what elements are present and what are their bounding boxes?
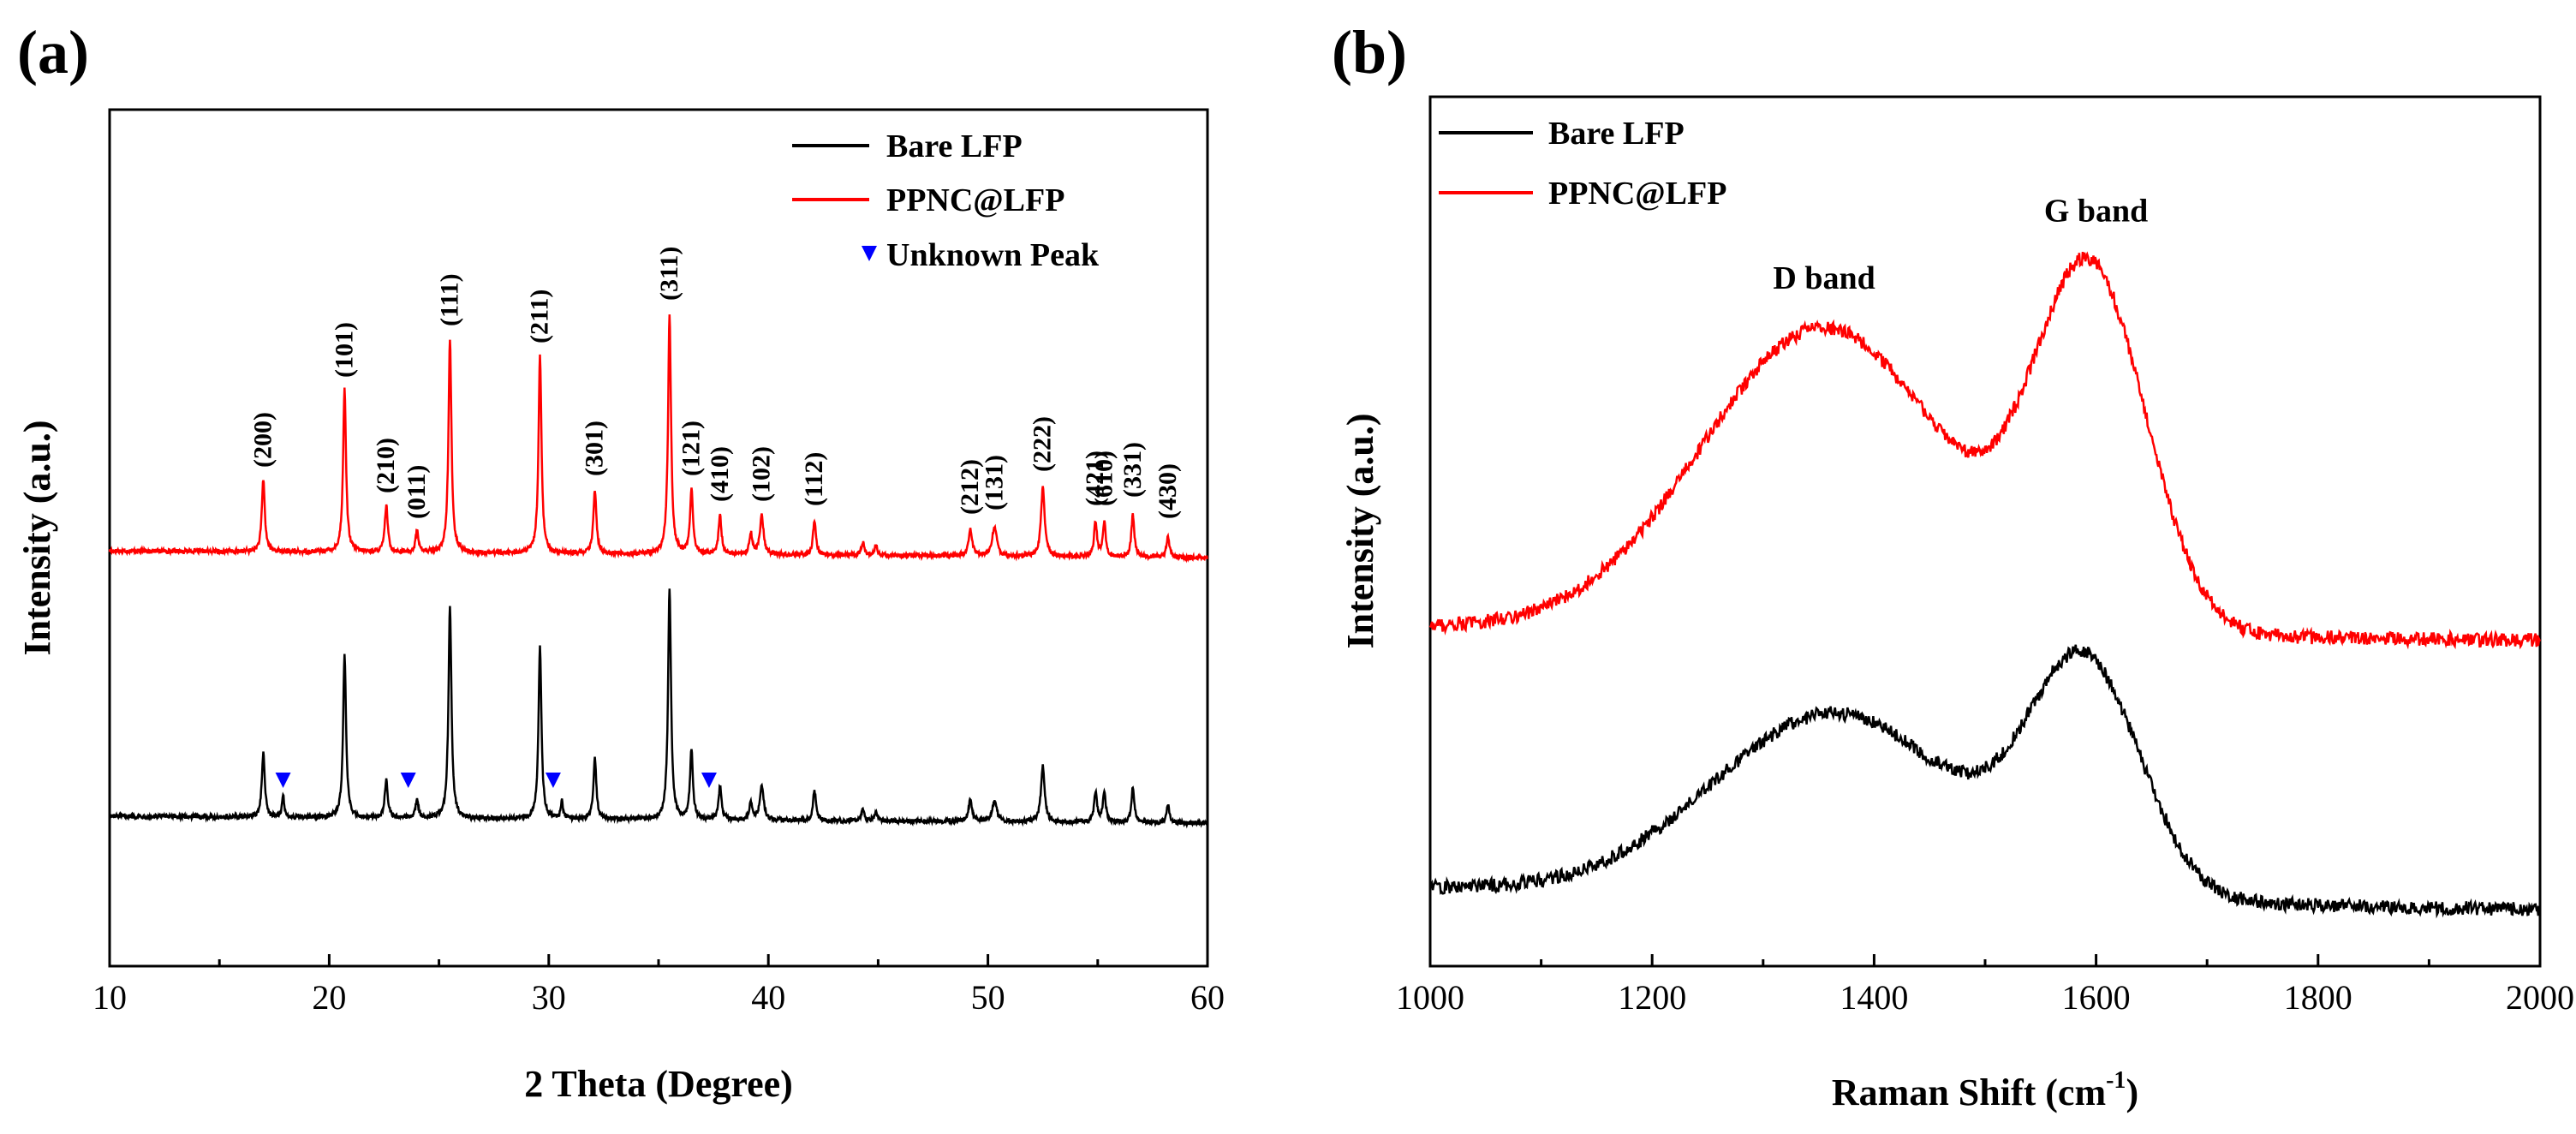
panel-b-label: (b) (1332, 18, 1407, 87)
xrd-y-axis-label: Intensity (a.u.) (16, 420, 58, 655)
legend-label-ppnc-lfp: PPNC@LFP (1548, 176, 1726, 212)
xrd-chart: 10 20 30 40 50 60 (200)(101)(210) (011)(111) (2… (16, 108, 1225, 1105)
raman-x-ticks: 1000 1200 1400 1600 1800 2000 (1396, 954, 2574, 1017)
xrd-peak-label: (222) (1029, 416, 1057, 472)
xrd-peak-label: (111) (435, 273, 463, 326)
xrd-series-bare-lfp (108, 588, 1208, 829)
raman-x-tick-label: 1200 (1618, 978, 1686, 1017)
xrd-x-axis-label: 2 Theta (Degree) (524, 1063, 793, 1105)
xrd-peak-label: (112) (800, 452, 828, 506)
raman-series-bare-lfp (1428, 644, 2542, 919)
raman-x-tick-label: 1000 (1396, 978, 1464, 1017)
xrd-peak-label: (102) (748, 446, 776, 502)
raman-x-tick-label: 1400 (1840, 978, 1908, 1017)
xrd-peak-label: (301) (581, 421, 609, 476)
xrd-unknown-peak-markers (275, 773, 717, 788)
xrd-peak-label: (210) (372, 438, 400, 493)
legend-label-unknown-peak: Unknown Peak (886, 237, 1100, 273)
xrd-x-tick-label: 10 (92, 978, 127, 1017)
raman-band-label: D band (1773, 260, 1875, 296)
xrd-legend: Bare LFP PPNC@LFP Unknown Peak (792, 128, 1100, 273)
raman-x-axis-label: Raman Shift (cm-1) (1832, 1067, 2138, 1113)
xrd-peak-label: (331) (1118, 442, 1147, 498)
raman-x-axis-label-tail: ) (2126, 1071, 2138, 1113)
xrd-peak-label: (121) (677, 421, 706, 476)
xrd-peak-labels: (200) (101) (210) (011) (111) (211) (301) (311)… (249, 247, 1182, 519)
unknown-peak-marker (701, 773, 717, 788)
legend-marker-unknown-peak (862, 246, 877, 261)
legend-label-bare-lfp: Bare LFP (886, 128, 1023, 164)
raman-chart: 1000 1200 1400 1600 1800 2000 Bare LFP PPNC@L… (1339, 95, 2574, 1113)
xrd-x-tick-label: 50 (971, 978, 1005, 1017)
xrd-peak-label: (410) (706, 446, 734, 502)
raman-plot-frame (1428, 95, 2542, 968)
xrd-peak-label: (200) (249, 412, 277, 468)
xrd-peak-label: (421) (1081, 451, 1109, 506)
raman-x-tick-label: 1800 (2284, 978, 2352, 1017)
xrd-peak-label: (131) (980, 455, 1008, 510)
raman-series-ppnc-lfp (1428, 251, 2542, 650)
legend-label-ppnc-lfp: PPNC@LFP (886, 182, 1064, 218)
panel-a-label: (a) (17, 18, 89, 87)
raman-x-axis-label-main: Raman Shift (cm (1832, 1071, 2106, 1113)
xrd-x-tick-label: 40 (751, 978, 785, 1017)
xrd-peak-label: (311) (655, 247, 683, 301)
xrd-peak-label: (101) (330, 322, 358, 378)
raman-band-labels: D band G band (1773, 193, 2148, 295)
unknown-peak-marker (275, 773, 291, 788)
raman-band-label: G band (2044, 193, 2148, 229)
xrd-x-tick-label: 30 (532, 978, 566, 1017)
xrd-x-tick-label: 60 (1190, 978, 1225, 1017)
unknown-peak-marker (400, 773, 416, 788)
xrd-x-ticks: 10 20 30 40 50 60 (92, 954, 1225, 1017)
raman-x-axis-label-sup: -1 (2106, 1067, 2126, 1094)
xrd-x-tick-label: 20 (312, 978, 346, 1017)
legend-label-bare-lfp: Bare LFP (1548, 116, 1685, 152)
xrd-peak-label: (212) (956, 459, 984, 515)
xrd-peak-label: (610) (1090, 451, 1118, 506)
xrd-peak-label: (430) (1154, 463, 1182, 519)
xrd-peak-label: (011) (402, 465, 431, 519)
raman-legend: Bare LFP PPNC@LFP (1439, 116, 1726, 212)
unknown-peak-marker (545, 773, 561, 788)
raman-x-tick-label: 2000 (2506, 978, 2574, 1017)
xrd-series-ppnc-lfp (108, 314, 1208, 564)
raman-y-axis-label: Intensity (a.u.) (1339, 413, 1381, 648)
raman-x-tick-label: 1600 (2062, 978, 2131, 1017)
xrd-peak-label: (211) (526, 289, 554, 343)
